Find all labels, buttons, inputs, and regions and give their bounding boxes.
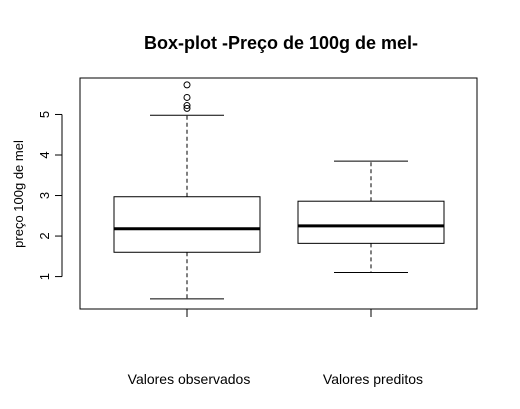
y-tick-label-0: 1: [37, 273, 52, 280]
y-tick-label-1: 2: [37, 232, 52, 239]
box-1: [297, 160, 445, 274]
outlier-point-0-0: [183, 104, 191, 112]
outlier-point-0-2: [183, 93, 191, 101]
outlier-point-0-1: [183, 102, 191, 110]
y-tick-label-3: 4: [37, 151, 52, 158]
y-tick-label-2: 3: [37, 192, 52, 199]
iqr-box-0: [113, 196, 261, 253]
y-tick-label-4: 5: [37, 111, 52, 118]
y-axis: 1 2 3 4 5: [37, 111, 63, 280]
box-0: [113, 81, 261, 300]
boxes-group: [113, 81, 445, 300]
category-label-1: Valores preditos: [323, 371, 423, 387]
plot-frame: [79, 77, 478, 310]
y-axis-label: preço 100g de mel: [11, 140, 26, 248]
outlier-point-0-3: [183, 81, 191, 89]
x-axis: Valores observados Valores preditos: [128, 309, 423, 387]
chart-title: Box-plot -Preço de 100g de mel-: [144, 33, 418, 53]
iqr-box-1: [297, 200, 445, 244]
category-label-0: Valores observados: [128, 371, 251, 387]
